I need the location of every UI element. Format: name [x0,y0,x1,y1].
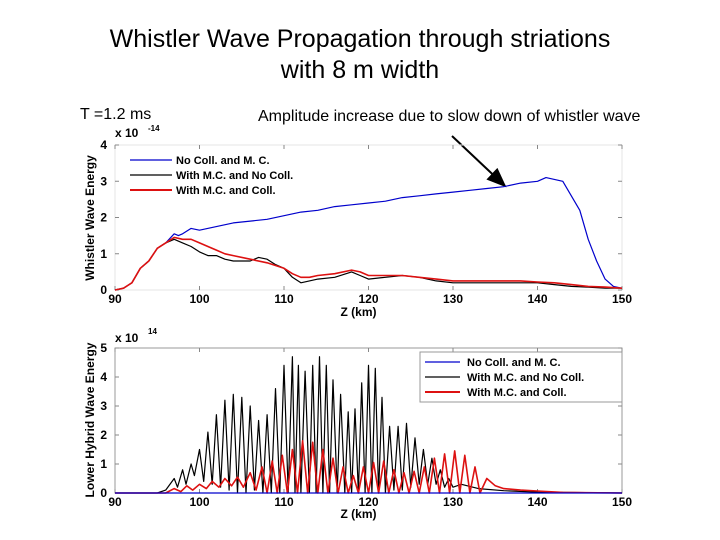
y-tick-label: 4 [100,138,107,152]
y-axis-label: Whistler Wave Energy [83,155,97,281]
legend-entry: With M.C. and No Coll. [176,170,293,182]
x-tick-label: 130 [443,495,463,509]
x-tick-label: 100 [189,495,209,509]
y-tick-label: 3 [100,174,107,188]
y-tick-label: 0 [100,283,107,297]
y-axis-label: Lower Hybrid Wave Energy [83,342,97,497]
y-tick-label: 4 [100,370,107,384]
y-tick-label: 0 [100,486,107,500]
slide-title: Whistler Wave Propagation through striat… [0,24,720,86]
series-line-3 [114,236,623,291]
y-tick-label: 1 [100,457,107,471]
y-tick-label: 2 [100,428,107,442]
series-line-2 [115,356,623,494]
y-tick-label: 1 [100,247,107,261]
time-label: T =1.2 ms [80,106,152,123]
axis-multiplier-exponent: 14 [148,327,157,336]
x-tick-label: 120 [358,292,378,306]
y-tick-label: 3 [100,399,107,413]
legend-entry: No Coll. and M. C. [467,357,561,369]
x-tick-label: 150 [612,292,632,306]
axis-multiplier: x 10 [115,331,139,345]
x-axis-label: Z (km) [341,507,377,521]
x-tick-label: 140 [527,495,547,509]
x-tick-label: 90 [108,292,122,306]
x-axis-label: Z (km) [341,305,377,319]
legend-entry: With M.C. and Coll. [467,387,567,399]
annotation-arrow [451,135,507,188]
series-line-1 [114,177,623,291]
title-line-1: Whistler Wave Propagation through striat… [109,25,611,53]
legend-entry: No Coll. and M. C. [176,155,270,167]
annotation-text: Amplitude increase due to slow down of w… [258,108,641,125]
x-tick-label: 110 [274,292,294,306]
chart-1: 90 100 110 120 130 140 150 0 1 2 3 4 Z (km) Whistler … [83,124,632,319]
x-tick-label: 100 [189,292,209,306]
series-line-2 [114,238,622,291]
legend-entry: With M.C. and Coll. [176,185,276,197]
x-tick-label: 140 [527,292,547,306]
y-tick-label: 5 [100,341,107,355]
x-tick-label: 130 [443,292,463,306]
x-tick-label: 90 [108,495,122,509]
axis-multiplier-exponent: -14 [148,124,160,133]
legend-entry: With M.C. and No Coll. [467,372,584,384]
series-line-3 [115,440,623,494]
x-tick-label: 150 [612,495,632,509]
x-tick-label: 110 [274,495,294,509]
title-line-2: with 8 m width [280,56,440,84]
chart-2: 90 100 110 120 130 140 150 0 1 2 3 4 5 Z (km) Lower Hy… [83,327,632,521]
x-tick-label: 120 [358,495,378,509]
y-tick-label: 2 [100,211,107,225]
axis-multiplier: x 10 [115,126,139,140]
